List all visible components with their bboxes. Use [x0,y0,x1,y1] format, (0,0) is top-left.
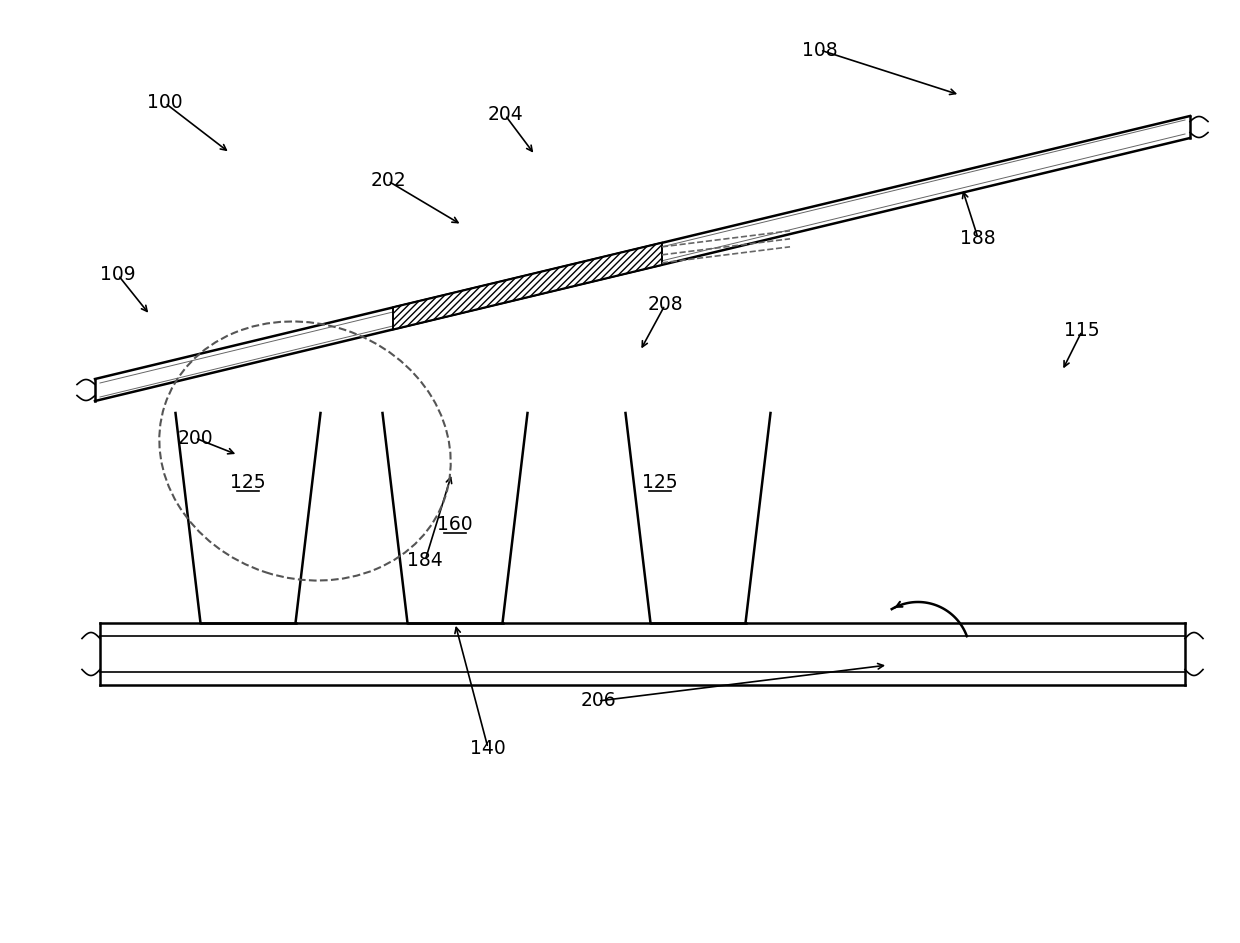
Text: 140: 140 [470,738,506,757]
Text: 108: 108 [802,41,838,59]
Text: 115: 115 [1064,322,1100,340]
Text: 206: 206 [580,691,616,710]
Polygon shape [393,242,662,329]
Text: 125: 125 [642,473,678,492]
Text: 188: 188 [960,228,996,247]
Text: 204: 204 [487,106,523,124]
Text: 202: 202 [371,172,405,190]
Text: 100: 100 [148,93,182,112]
Text: 160: 160 [438,516,472,535]
Text: 208: 208 [647,295,683,315]
Text: 200: 200 [177,428,213,448]
Text: 125: 125 [231,473,265,492]
Text: 184: 184 [407,552,443,571]
Text: 109: 109 [100,266,136,285]
